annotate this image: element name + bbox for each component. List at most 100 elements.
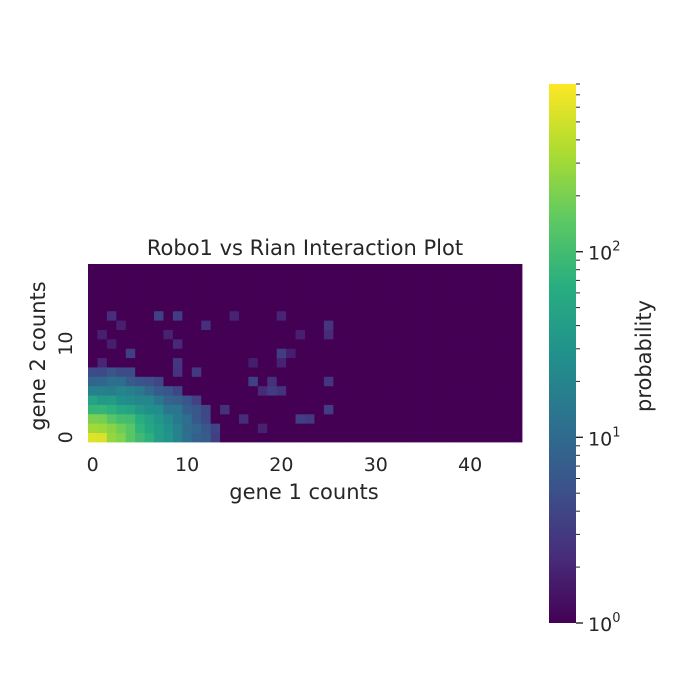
heatmap-cell: [361, 404, 372, 415]
heatmap-cell: [144, 376, 155, 387]
heatmap-cell: [238, 348, 249, 359]
heatmap-cell: [257, 413, 268, 424]
heatmap-cell: [182, 273, 193, 284]
heatmap-cell: [257, 357, 268, 368]
heatmap-cell: [210, 329, 221, 340]
heatmap-cell: [323, 273, 334, 284]
heatmap-cell: [418, 404, 429, 415]
heatmap-cell: [323, 292, 334, 302]
heatmap-cell: [352, 404, 362, 415]
heatmap-cell: [418, 264, 429, 274]
heatmap-cell: [512, 423, 523, 434]
heatmap-cell: [342, 273, 353, 284]
heatmap-cell: [389, 395, 400, 405]
heatmap-cell: [286, 301, 296, 312]
heatmap-cell: [154, 423, 164, 434]
heatmap-cell: [418, 395, 429, 405]
heatmap-cell: [323, 348, 334, 359]
heatmap-cell: [389, 282, 400, 293]
heatmap-cell: [210, 292, 221, 302]
heatmap-cell: [352, 282, 362, 293]
heatmap-cell: [135, 264, 145, 274]
heatmap-cell: [361, 329, 372, 340]
heatmap-cell: [144, 413, 155, 424]
heatmap-cell: [427, 404, 438, 415]
heatmap-cell: [418, 292, 429, 302]
heatmap-cell: [116, 310, 127, 321]
heatmap-cell: [201, 385, 212, 396]
heatmap-cell: [182, 338, 193, 349]
heatmap-cell: [210, 264, 221, 274]
heatmap-cell: [248, 273, 259, 284]
heatmap-cell: [333, 385, 344, 396]
heatmap-cell: [257, 348, 268, 359]
heatmap-cell: [163, 423, 174, 434]
heatmap-cell: [352, 376, 362, 387]
heatmap-cell: [163, 301, 174, 312]
heatmap-cell: [182, 301, 193, 312]
heatmap-cell: [191, 423, 202, 434]
heatmap-cell: [371, 282, 381, 293]
heatmap-cell: [88, 395, 98, 405]
heatmap-cell: [191, 329, 202, 340]
heatmap-cell: [333, 338, 344, 349]
x-tick-label: 10: [175, 454, 199, 476]
heatmap-cell: [182, 432, 193, 443]
heatmap-cell: [474, 310, 485, 321]
heatmap-cell: [220, 376, 230, 387]
heatmap-cell: [380, 301, 391, 312]
heatmap-cell: [163, 310, 174, 321]
heatmap-cell: [342, 292, 353, 302]
heatmap-cell: [172, 273, 183, 284]
heatmap-cell: [182, 385, 193, 396]
heatmap-cell: [314, 329, 325, 340]
heatmap-cell: [229, 357, 240, 368]
heatmap-cell: [361, 310, 372, 321]
heatmap-cell: [163, 348, 174, 359]
heatmap-cell: [371, 395, 381, 405]
heatmap-cell: [474, 338, 485, 349]
heatmap-cell: [342, 301, 353, 312]
heatmap-cell: [465, 432, 476, 443]
heatmap-cell: [503, 292, 513, 302]
heatmap-cell: [88, 357, 98, 368]
heatmap-cell: [267, 264, 278, 274]
heatmap-cell: [116, 273, 127, 284]
heatmap-cell: [503, 264, 513, 274]
heatmap-cell: [418, 282, 429, 293]
heatmap-cell: [257, 423, 268, 434]
heatmap-cell: [116, 292, 127, 302]
heatmap-cell: [154, 273, 164, 284]
heatmap-cell: [352, 338, 362, 349]
heatmap-cell: [220, 395, 230, 405]
heatmap-cell: [125, 348, 136, 359]
heatmap-cell: [172, 301, 183, 312]
heatmap-cell: [389, 367, 400, 377]
x-tick-label: 0: [87, 454, 99, 476]
heatmap-cell: [389, 432, 400, 443]
heatmap-cell: [257, 282, 268, 293]
heatmap-cell: [116, 404, 127, 415]
heatmap-cell: [380, 367, 391, 377]
heatmap-cell: [512, 301, 523, 312]
heatmap-cell: [361, 432, 372, 443]
heatmap-cell: [474, 413, 485, 424]
heatmap-cell: [389, 273, 400, 284]
heatmap-cell: [191, 367, 202, 377]
heatmap-cell: [229, 385, 240, 396]
heatmap-cell: [474, 385, 485, 396]
heatmap-cell: [191, 338, 202, 349]
heatmap-cell: [238, 320, 249, 330]
heatmap-cell: [286, 423, 296, 434]
heatmap-cell: [116, 413, 127, 424]
heatmap-cell: [116, 423, 127, 434]
heatmap-cell: [305, 320, 315, 330]
heatmap-cell: [267, 320, 278, 330]
heatmap-cell: [493, 395, 504, 405]
heatmap-cell: [88, 264, 98, 274]
y-axis-ticks: 0 10: [55, 332, 77, 444]
heatmap-cell: [512, 292, 523, 302]
heatmap-cell: [238, 292, 249, 302]
heatmap-cell: [220, 413, 230, 424]
heatmap-cell: [201, 376, 212, 387]
